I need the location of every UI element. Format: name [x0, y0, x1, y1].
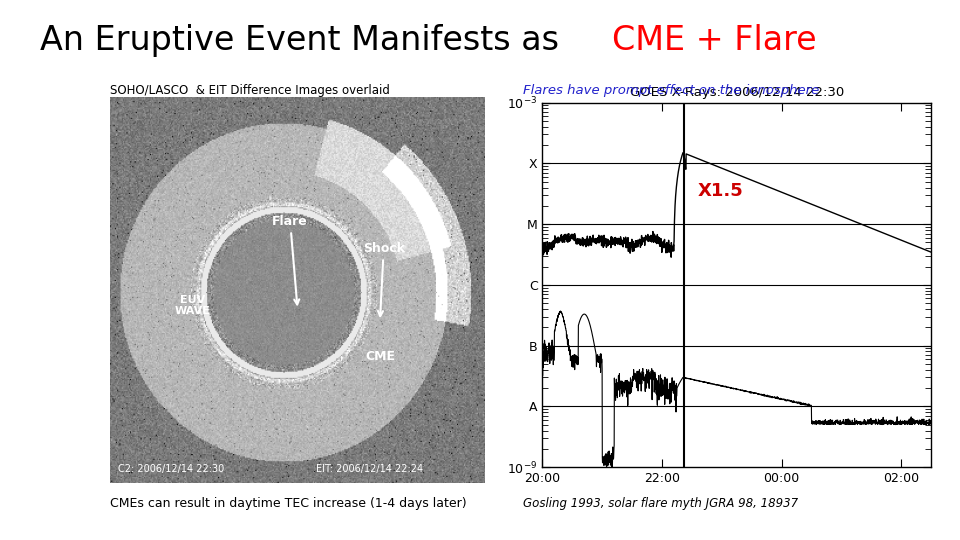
Text: Gosling 1993, solar flare myth JGRA 98, 18937: Gosling 1993, solar flare myth JGRA 98, … — [523, 497, 799, 510]
Text: C2: 2006/12/14 22:30: C2: 2006/12/14 22:30 — [118, 464, 224, 474]
Text: Flare: Flare — [273, 214, 308, 305]
Text: SOHO/LASCO  & EIT Difference Images overlaid: SOHO/LASCO & EIT Difference Images overl… — [110, 84, 391, 97]
Text: CME + Flare: CME + Flare — [612, 24, 817, 57]
Text: Shock: Shock — [363, 241, 405, 316]
Text: Flares have prompt effect on the ionosphere: Flares have prompt effect on the ionosph… — [523, 84, 820, 97]
Text: EIT: 2006/12/14 22:24: EIT: 2006/12/14 22:24 — [317, 464, 423, 474]
Text: CME: CME — [365, 350, 395, 363]
Text: An Eruptive Event Manifests as: An Eruptive Event Manifests as — [40, 24, 570, 57]
Title: GOES X-Rays: 2006/12/14 22:30: GOES X-Rays: 2006/12/14 22:30 — [630, 86, 844, 99]
Text: X1.5: X1.5 — [698, 182, 744, 200]
Text: CMEs can result in daytime TEC increase (1-4 days later): CMEs can result in daytime TEC increase … — [110, 497, 467, 510]
Text: EUV
WAVE: EUV WAVE — [175, 295, 210, 316]
